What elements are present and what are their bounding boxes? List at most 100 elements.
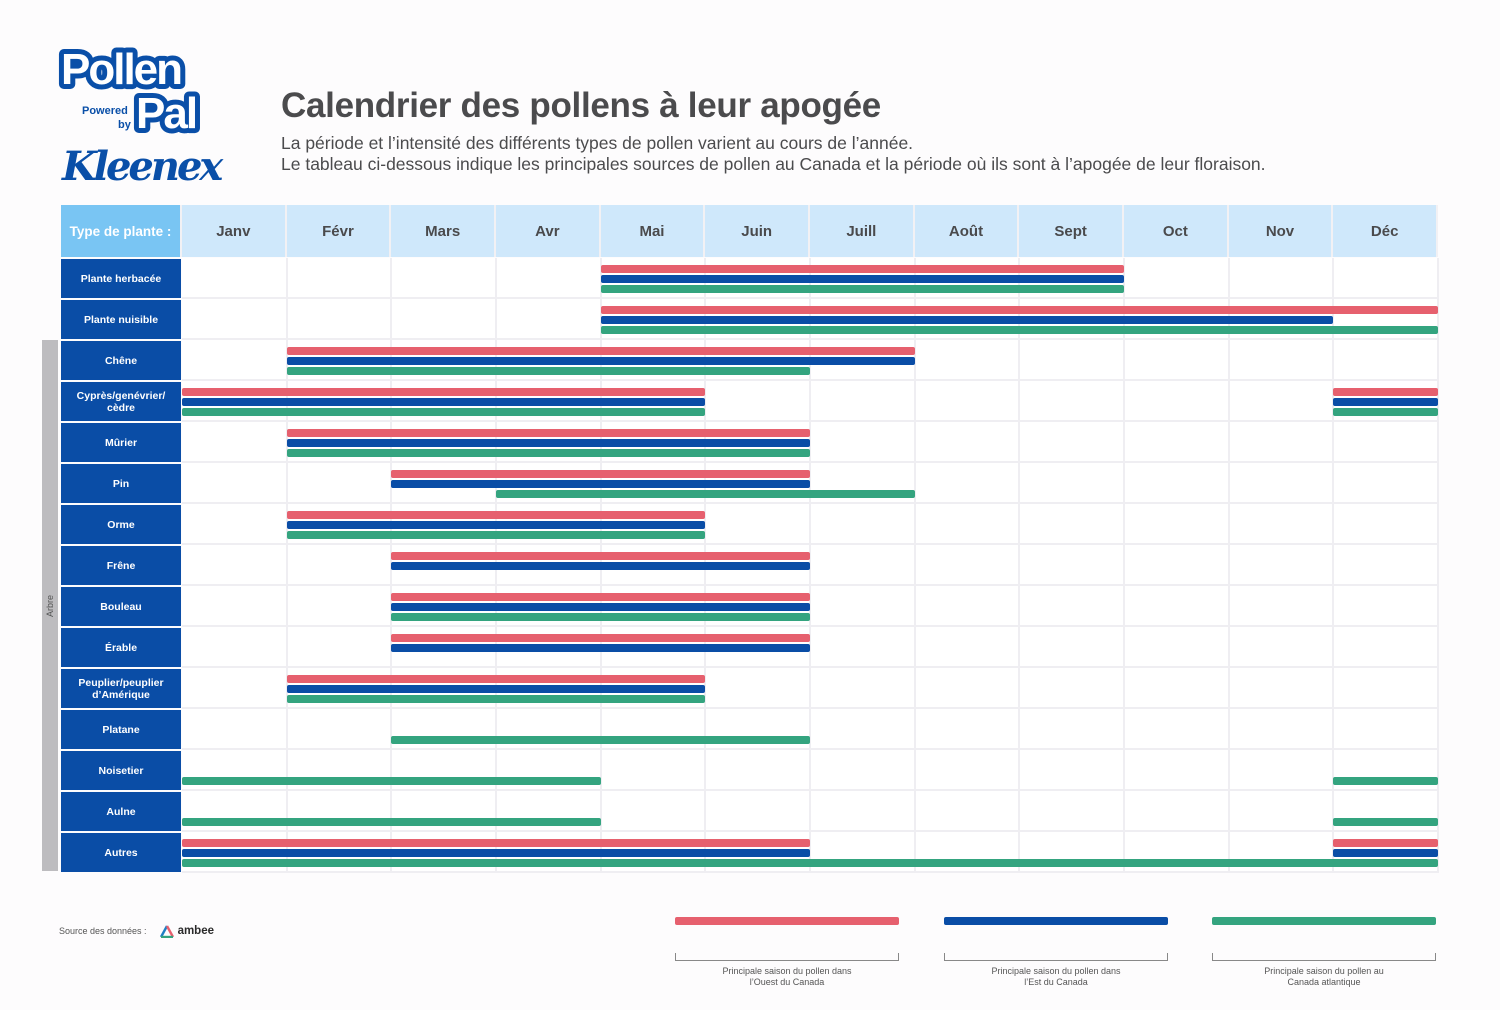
grid-line bbox=[285, 750, 288, 791]
grid-line bbox=[1018, 545, 1021, 586]
pollen-season-bar-atl bbox=[286, 695, 706, 703]
grid-line bbox=[1227, 627, 1230, 668]
grid-line bbox=[285, 709, 288, 750]
month-header: Mai bbox=[600, 205, 706, 257]
pollen-season-bar-atl bbox=[1333, 818, 1438, 826]
grid-line bbox=[1332, 709, 1335, 750]
grid-line bbox=[913, 668, 916, 709]
grid-line bbox=[704, 709, 707, 750]
legend-label: Principale saison du pollen dans l’Est d… bbox=[991, 966, 1121, 987]
grid-line bbox=[1018, 709, 1021, 750]
month-header: Août bbox=[914, 205, 1020, 257]
grid-line bbox=[1123, 381, 1125, 422]
grid-line bbox=[1437, 504, 1439, 545]
grid-line bbox=[1332, 422, 1335, 463]
pollen-season-bar-west bbox=[600, 265, 1124, 273]
table-row: Mûrier bbox=[61, 422, 1439, 463]
month-header: Avr bbox=[496, 205, 601, 257]
month-header: Févr bbox=[286, 205, 392, 257]
grid-line bbox=[809, 545, 811, 586]
grid-line bbox=[1332, 299, 1335, 340]
pollen-season-bar-east bbox=[600, 316, 1334, 324]
plant-label: Mûrier bbox=[61, 423, 181, 462]
pollen-season-bar-atl bbox=[496, 490, 915, 498]
grid-line bbox=[809, 750, 811, 791]
grid-line bbox=[704, 381, 707, 422]
grid-line bbox=[1018, 832, 1021, 873]
pollen-season-bar-east bbox=[391, 480, 810, 488]
grid-line bbox=[1123, 463, 1125, 504]
grid-line bbox=[1332, 750, 1335, 791]
grid-line bbox=[1332, 627, 1335, 668]
grid-line bbox=[1437, 832, 1439, 873]
legend-swatch bbox=[675, 917, 899, 925]
grid-line bbox=[1018, 586, 1021, 627]
svg-text:Pollen: Pollen bbox=[61, 45, 181, 94]
grid-line bbox=[285, 627, 288, 668]
grid-line bbox=[495, 258, 497, 299]
grid-line bbox=[599, 709, 602, 750]
grid-line bbox=[1123, 258, 1125, 299]
grid-line bbox=[1332, 545, 1335, 586]
pollen-season-bar-west bbox=[391, 593, 810, 601]
grid-line bbox=[1123, 791, 1125, 832]
grid-line bbox=[1437, 381, 1439, 422]
grid-line bbox=[1123, 750, 1125, 791]
svg-text:by: by bbox=[118, 119, 132, 131]
month-header: Janv bbox=[182, 205, 287, 257]
grid-line bbox=[1123, 586, 1125, 627]
pollen-pal-logo: Pollen Pal Powered by Kleenex bbox=[58, 40, 228, 190]
grid-line bbox=[390, 750, 393, 791]
grid-line bbox=[285, 545, 288, 586]
grid-line bbox=[913, 627, 916, 668]
month-header: Nov bbox=[1228, 205, 1334, 257]
pollen-season-bar-atl bbox=[182, 777, 601, 785]
grid-line bbox=[809, 504, 811, 545]
pollen-season-bar-west bbox=[391, 634, 810, 642]
svg-text:Powered: Powered bbox=[82, 105, 128, 117]
month-header: Mars bbox=[391, 205, 496, 257]
svg-text:Kleenex: Kleenex bbox=[61, 143, 224, 190]
grid-line bbox=[390, 258, 393, 299]
table-header-row: Type de plante : Janv Févr Mars Avr Mai Juin J… bbox=[61, 205, 1438, 257]
tree-group-label: Arbre bbox=[42, 340, 58, 871]
grid-line bbox=[809, 832, 811, 873]
grid-line bbox=[1437, 299, 1439, 340]
grid-line bbox=[913, 545, 916, 586]
pollen-season-bar-east bbox=[286, 685, 706, 693]
grid-line bbox=[1437, 668, 1439, 709]
grid-line bbox=[1437, 545, 1439, 586]
grid-line bbox=[599, 791, 602, 832]
pollen-season-bar-atl bbox=[600, 326, 1438, 334]
table-row: Orme bbox=[61, 504, 1439, 545]
grid-line bbox=[1123, 545, 1125, 586]
legend-item-east: Principale saison du pollen dans l’Est d… bbox=[944, 917, 1168, 988]
grid-line bbox=[913, 422, 916, 463]
table-row: Aulne bbox=[61, 791, 1439, 832]
pollen-season-bar-west bbox=[286, 511, 706, 519]
grid-line bbox=[1437, 422, 1439, 463]
grid-line bbox=[809, 381, 811, 422]
grid-line bbox=[285, 586, 288, 627]
pollen-season-bar-east bbox=[391, 603, 810, 611]
month-header: Sept bbox=[1019, 205, 1124, 257]
month-header: Juin bbox=[705, 205, 810, 257]
pollen-season-bar-east bbox=[600, 275, 1124, 283]
pollen-season-bar-atl bbox=[600, 285, 1124, 293]
grid-line bbox=[809, 463, 811, 504]
grid-line bbox=[1227, 545, 1230, 586]
grid-line bbox=[704, 750, 707, 791]
grid-line bbox=[390, 791, 393, 832]
grid-line bbox=[1123, 504, 1125, 545]
grid-line bbox=[1018, 668, 1021, 709]
grid-line bbox=[1227, 750, 1230, 791]
grid-line bbox=[1227, 709, 1230, 750]
grid-line bbox=[1018, 504, 1021, 545]
pollen-season-bar-west bbox=[182, 839, 810, 847]
grid-line bbox=[1332, 340, 1335, 381]
pollen-season-bar-atl bbox=[182, 408, 706, 416]
pollen-season-bar-east bbox=[182, 398, 706, 406]
grid-line bbox=[1123, 627, 1125, 668]
pollen-season-bar-atl bbox=[286, 531, 706, 539]
pollen-season-bar-west bbox=[286, 347, 915, 355]
